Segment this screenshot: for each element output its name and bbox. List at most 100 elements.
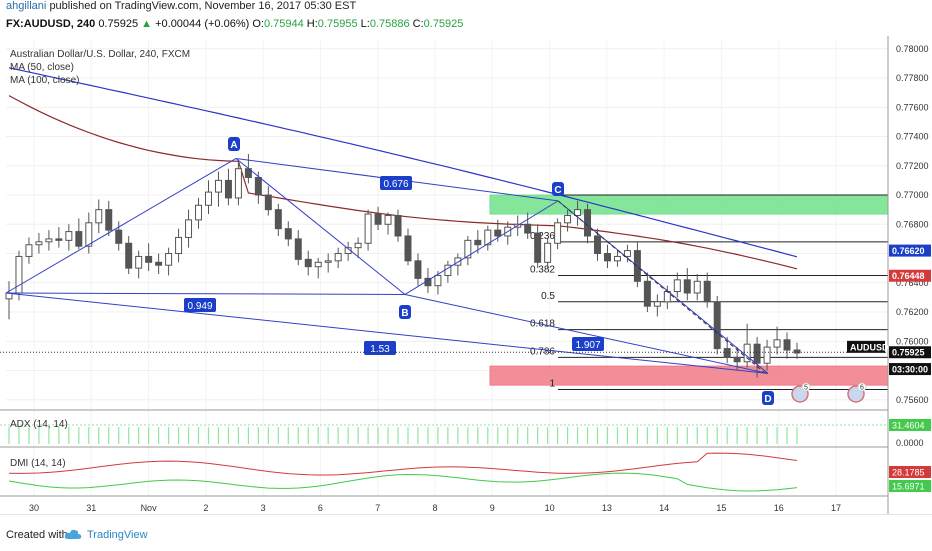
fib-label: 0.5 — [541, 291, 555, 302]
footer: Created with TradingView — [0, 514, 932, 551]
x-tick-label: Nov — [141, 503, 158, 513]
candle-body — [65, 231, 73, 241]
last-price: 0.75925 — [98, 18, 139, 30]
candle-body — [484, 229, 492, 246]
candle-body — [105, 209, 113, 231]
ma50-legend[interactable]: MA (50, close) — [10, 62, 74, 73]
y-tick-label: 0.76000 — [896, 336, 929, 346]
candle-body — [673, 279, 681, 293]
pattern-leg-bc — [404, 200, 559, 295]
y-tick-label: 0.75600 — [896, 395, 929, 405]
ratio-label: 1.53 — [364, 341, 396, 355]
dmi-minus-bg — [889, 466, 931, 478]
candle-body — [753, 343, 761, 364]
price-axis-label-bg — [889, 244, 931, 257]
candle-body — [135, 255, 143, 269]
candle — [623, 244, 631, 263]
candle-body — [274, 209, 282, 230]
price-axis-label-bg — [889, 363, 931, 376]
candle-body — [404, 235, 412, 262]
y-tick-label: 0.77600 — [896, 102, 929, 112]
candle-body — [95, 209, 103, 224]
candle — [683, 268, 691, 301]
candle-body — [364, 213, 372, 244]
pattern-point-text: D — [764, 394, 771, 405]
ratio-label-bg — [380, 176, 412, 190]
event-count: 6 — [860, 385, 864, 392]
candle-body — [145, 255, 153, 263]
harmonic-pattern: 0.676 0.949 1.53 1.907 A B C D 5 6 — [5, 137, 867, 405]
candle-body — [653, 301, 661, 307]
candle-body — [185, 219, 193, 238]
pattern-point-text: B — [401, 308, 408, 319]
dmi-plus-bg — [889, 480, 931, 492]
pattern-point-badge — [228, 137, 240, 151]
price-axis-label-bg — [889, 269, 931, 282]
candle-body — [743, 343, 751, 363]
candle-body — [394, 214, 402, 237]
candle-body — [713, 301, 721, 350]
candle-body — [45, 238, 53, 243]
candle — [224, 168, 232, 206]
adx-value-label: 31.4604 — [889, 419, 931, 431]
high-value: 0.75955 — [317, 18, 358, 30]
candle — [185, 209, 193, 248]
candle — [713, 295, 721, 355]
candle — [214, 171, 222, 207]
symbol-info-bar: FX:AUDUSD, 240 0.75925 ▲ +0.00044 (+0.06… — [0, 17, 932, 31]
author-link[interactable]: ahgillani — [6, 0, 47, 12]
candle-body — [85, 222, 93, 247]
candle — [165, 247, 173, 276]
price-axis-label: 0.76620 — [889, 244, 931, 257]
candle — [414, 253, 422, 286]
candle — [65, 224, 73, 251]
candle — [364, 209, 372, 251]
ratio-label-bg — [572, 337, 604, 351]
pattern-point-b: B — [399, 305, 411, 319]
candle — [95, 199, 103, 234]
low-label: L: — [360, 18, 370, 30]
dmi-plus-value-label: 15.6971 — [889, 480, 931, 492]
candle-body — [234, 168, 242, 199]
candle-body — [155, 261, 163, 266]
candle-body — [314, 261, 322, 268]
price-axis-label-bg — [889, 346, 931, 359]
candle-body — [284, 228, 292, 240]
pattern-point-d: D — [762, 391, 774, 405]
candle-body — [574, 209, 582, 216]
candle-body — [683, 279, 691, 294]
grid — [6, 40, 888, 496]
adx-legend[interactable]: ADX (14, 14) — [10, 419, 68, 430]
low-value: 0.75886 — [369, 18, 410, 30]
candle-body — [723, 348, 731, 358]
y-tick-label: 0.77400 — [896, 132, 929, 142]
candle-body — [623, 250, 631, 257]
candle-body — [115, 229, 123, 244]
y-tick-label: 0.77000 — [896, 190, 929, 200]
candle-body — [554, 222, 562, 244]
candle — [294, 230, 302, 266]
ma100-legend[interactable]: MA (100, close) — [10, 75, 80, 86]
candle — [145, 243, 153, 272]
created-with-text: Created with — [6, 529, 68, 541]
price-axis-label-text: 0.75925 — [892, 348, 925, 358]
x-tick-label: 3 — [261, 503, 266, 513]
price-axis-label-text: 03:30:00 — [892, 365, 928, 375]
candle-body — [35, 241, 43, 246]
publish-info: published on TradingView.com, November 1… — [49, 0, 357, 12]
candle — [673, 272, 681, 298]
candle-body — [474, 239, 482, 246]
x-tick-label: 17 — [831, 503, 841, 513]
dmi-minus-value-label: 28.1785 — [889, 466, 931, 478]
tradingview-link[interactable]: TradingView — [87, 529, 148, 541]
candle-body — [324, 260, 332, 263]
candle-body — [224, 179, 232, 199]
dmi-legend[interactable]: DMI (14, 14) — [10, 458, 66, 469]
symbol-label[interactable]: FX:AUDUSD, 240 — [6, 18, 96, 30]
candle — [534, 224, 542, 269]
price-axis-label: 0.76448 — [889, 269, 931, 282]
price-axis-label-text: 0.76448 — [892, 271, 925, 281]
candle — [404, 228, 412, 266]
